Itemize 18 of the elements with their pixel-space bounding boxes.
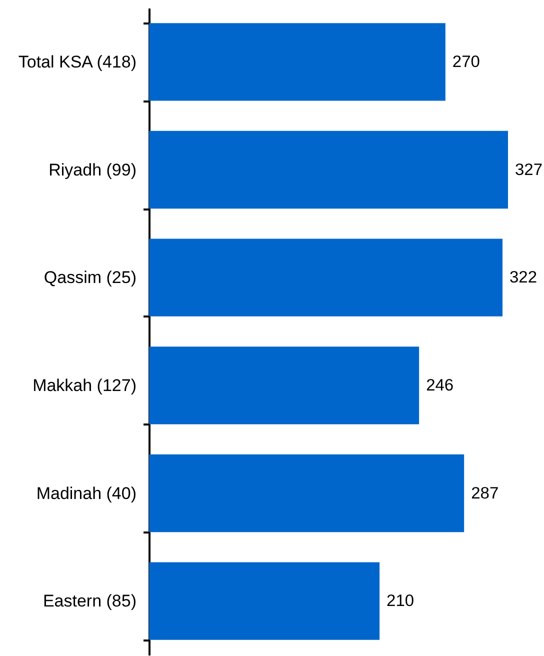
data-label: 270 [452,52,480,71]
data-label: 210 [386,592,414,610]
bar [149,238,503,316]
bar [149,23,446,101]
bar [149,562,380,640]
bar [149,130,508,209]
bar [149,454,464,532]
data-label: 246 [426,376,454,394]
y-tick-label: Riyadh (99) [48,160,136,180]
y-tick-label: Madinah (40) [36,484,136,503]
y-tick-label: Total KSA (418) [18,52,136,72]
y-tick-label: Eastern (85) [42,592,136,611]
bar [149,346,420,424]
y-tick-label: Makkah (127) [32,376,136,395]
data-label: 287 [471,484,499,502]
data-label: 322 [510,268,538,287]
y-tick-label: Qassim (25) [44,268,136,288]
data-label: 327 [515,160,543,179]
